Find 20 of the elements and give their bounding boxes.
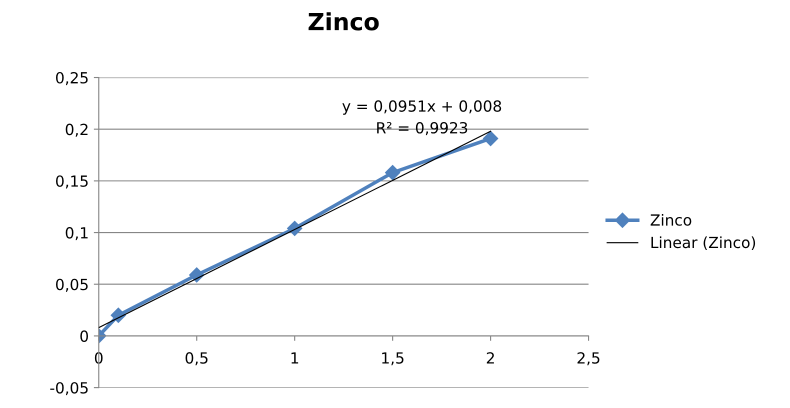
x-tick-label: 0: [94, 352, 103, 364]
y-tick-label: 0,2: [66, 124, 88, 137]
y-tick-label: -0,05: [50, 382, 88, 396]
x-tick-label: 2,5: [578, 352, 600, 366]
y-tick-label: 0,05: [56, 278, 88, 292]
y-tick-label: 0: [80, 330, 88, 342]
x-tick-label: 1: [291, 352, 298, 364]
annotation: R² = 0,9923: [377, 122, 468, 136]
x-tick-label: 1,5: [382, 352, 404, 366]
point: [385, 165, 400, 180]
x-tick-label: 0,5: [186, 352, 208, 366]
y-tick-label: 0,15: [56, 175, 88, 188]
legend-label: Linear (Zinco): [651, 236, 756, 250]
chart-title: Zinco: [308, 12, 379, 31]
annotation: y = 0,0951x + 0,008: [342, 100, 502, 115]
y-tick-label: 0,1: [66, 227, 88, 240]
legend-label: Zinco: [650, 214, 692, 226]
x-tick-label: 2: [486, 352, 494, 364]
y-tick-label: 0,25: [56, 72, 88, 86]
point: [483, 130, 498, 146]
